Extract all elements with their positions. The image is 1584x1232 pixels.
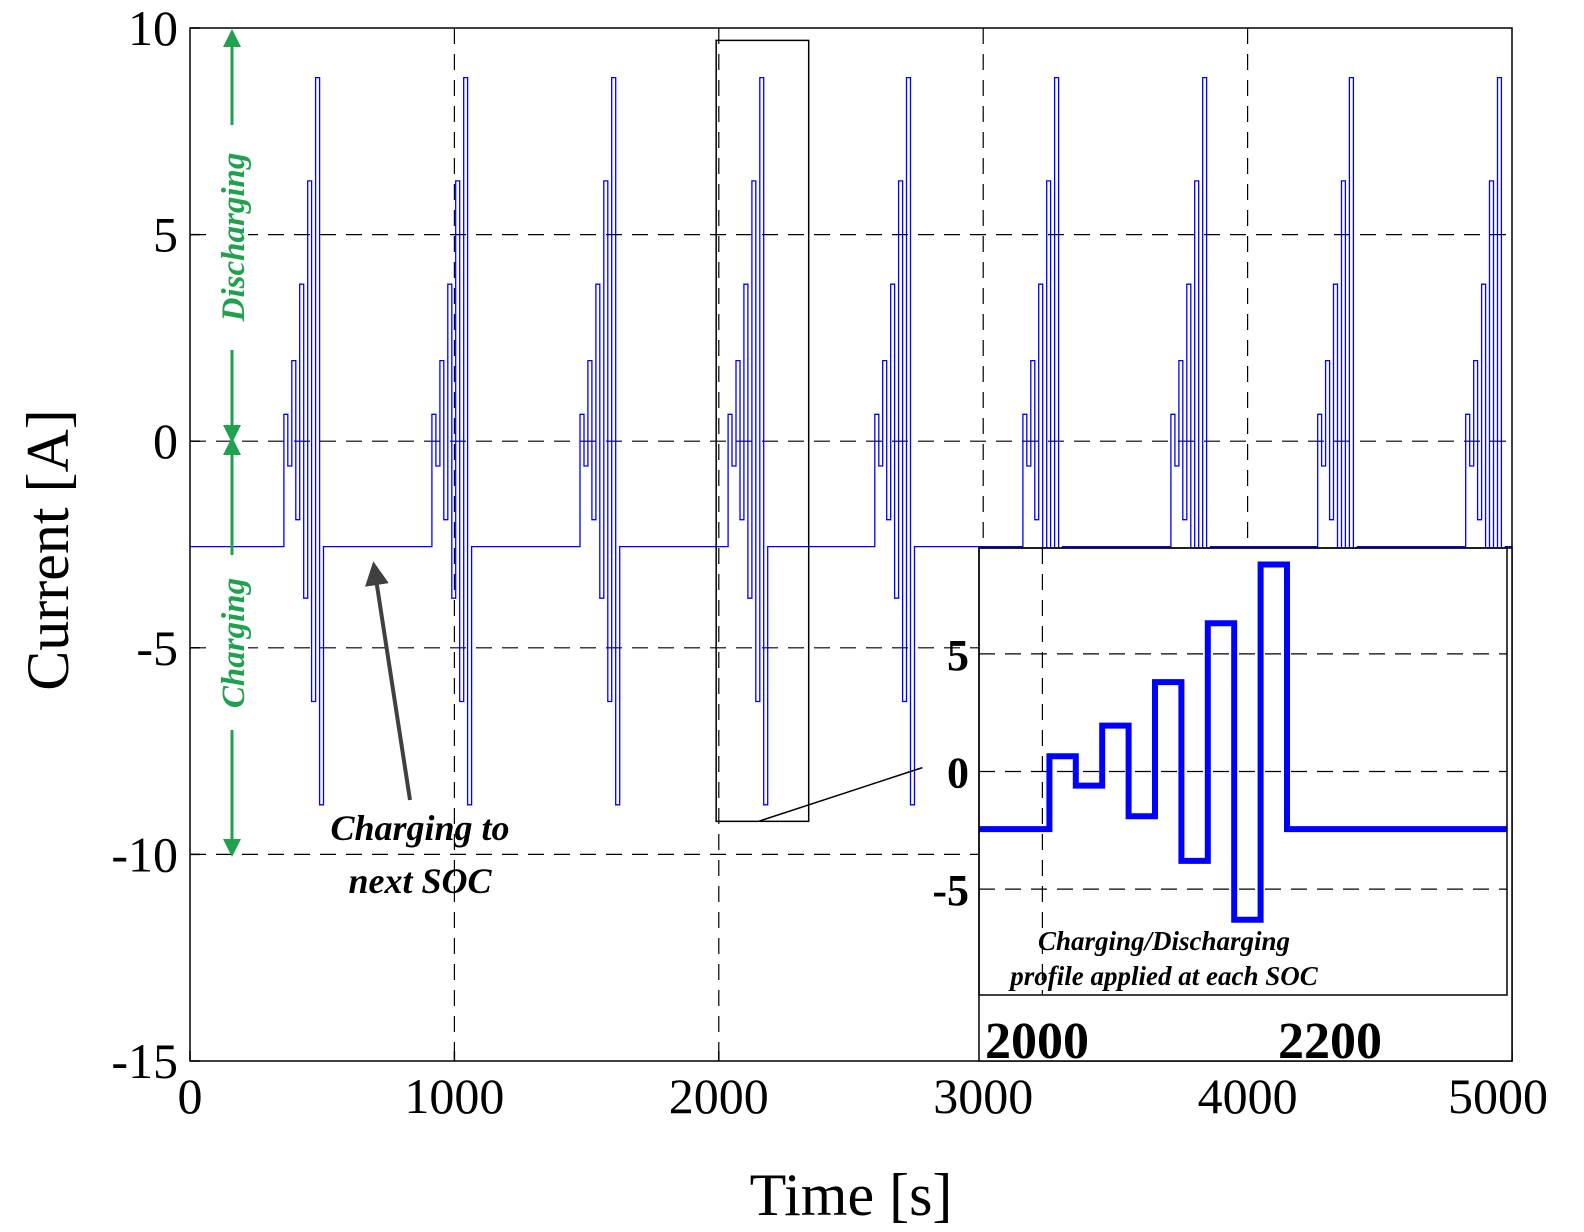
charging-to-next-soc-arrow	[365, 561, 412, 801]
main-x-tick-label-4: 4000	[1198, 1068, 1298, 1124]
inset-y-tick-label-2: 5	[947, 631, 969, 680]
main-series-group	[190, 76, 1512, 806]
inset-y-tick-labels: -5 0 5	[932, 631, 969, 915]
charging-label-bg	[216, 555, 248, 730]
x-axis-title: Time [s]	[750, 1162, 953, 1228]
annotations: Discharging Charging Charging to next SO…	[216, 29, 510, 901]
main-y-tick-label-3: 0	[153, 413, 178, 469]
inset-y-tick-label-0: -5	[932, 866, 969, 915]
inset-x-tick-label-1: 2200	[1278, 1013, 1382, 1070]
inset-caption-line2: profile applied at each SOC	[1008, 961, 1318, 991]
main-x-tick-label-1: 1000	[404, 1068, 504, 1124]
zoom-connector-line	[758, 766, 923, 823]
main-x-tick-label-0: 0	[178, 1068, 203, 1124]
main-y-tick-label-2: -5	[136, 620, 178, 676]
inset-x-tick-label-0: 2000	[985, 1013, 1089, 1070]
inset-series-group	[979, 561, 1507, 923]
inset-series-current	[979, 561, 1507, 923]
charging-to-next-soc-line1: Charging to	[330, 808, 509, 848]
main-y-tick-label-4: 5	[153, 207, 178, 263]
zoom-highlight-box	[715, 39, 810, 823]
charging-label: Charging	[216, 578, 252, 708]
main-x-tick-label-5: 5000	[1448, 1068, 1548, 1124]
inset-plot-frame	[978, 547, 1508, 996]
inset-y-tick-label-1: 0	[947, 749, 969, 798]
discharging-label: Discharging	[216, 153, 252, 323]
main-y-tick-label-0: -15	[111, 1033, 178, 1089]
discharging-label-bg	[216, 125, 248, 350]
inset-x-tick-labels: 2000 2200	[985, 1013, 1382, 1070]
main-y-tick-label-1: -10	[111, 826, 178, 882]
main-x-tick-label-3: 3000	[933, 1068, 1033, 1124]
main-y-tick-label-5: 10	[128, 0, 178, 56]
y-axis-title: Current [A]	[15, 409, 81, 691]
main-plot-frame	[189, 27, 1513, 1062]
main-y-tick-labels: -15 -10 -5 0 5 10	[111, 0, 178, 1089]
inset-grid	[979, 548, 1507, 995]
inset-caption-line1: Charging/Discharging	[1038, 926, 1290, 956]
main-series-current	[190, 76, 1512, 806]
main-x-tick-label-2: 2000	[669, 1068, 769, 1124]
charging-to-next-soc-line2: next SOC	[348, 861, 492, 901]
inset-frame	[978, 547, 1513, 1062]
inset-zoom-panel: -5 0 5 2000 2200 Charging/Discharging profi…	[932, 547, 1513, 1070]
main-x-tick-labels: 0 1000 2000 3000 4000 5000	[178, 1068, 1549, 1124]
